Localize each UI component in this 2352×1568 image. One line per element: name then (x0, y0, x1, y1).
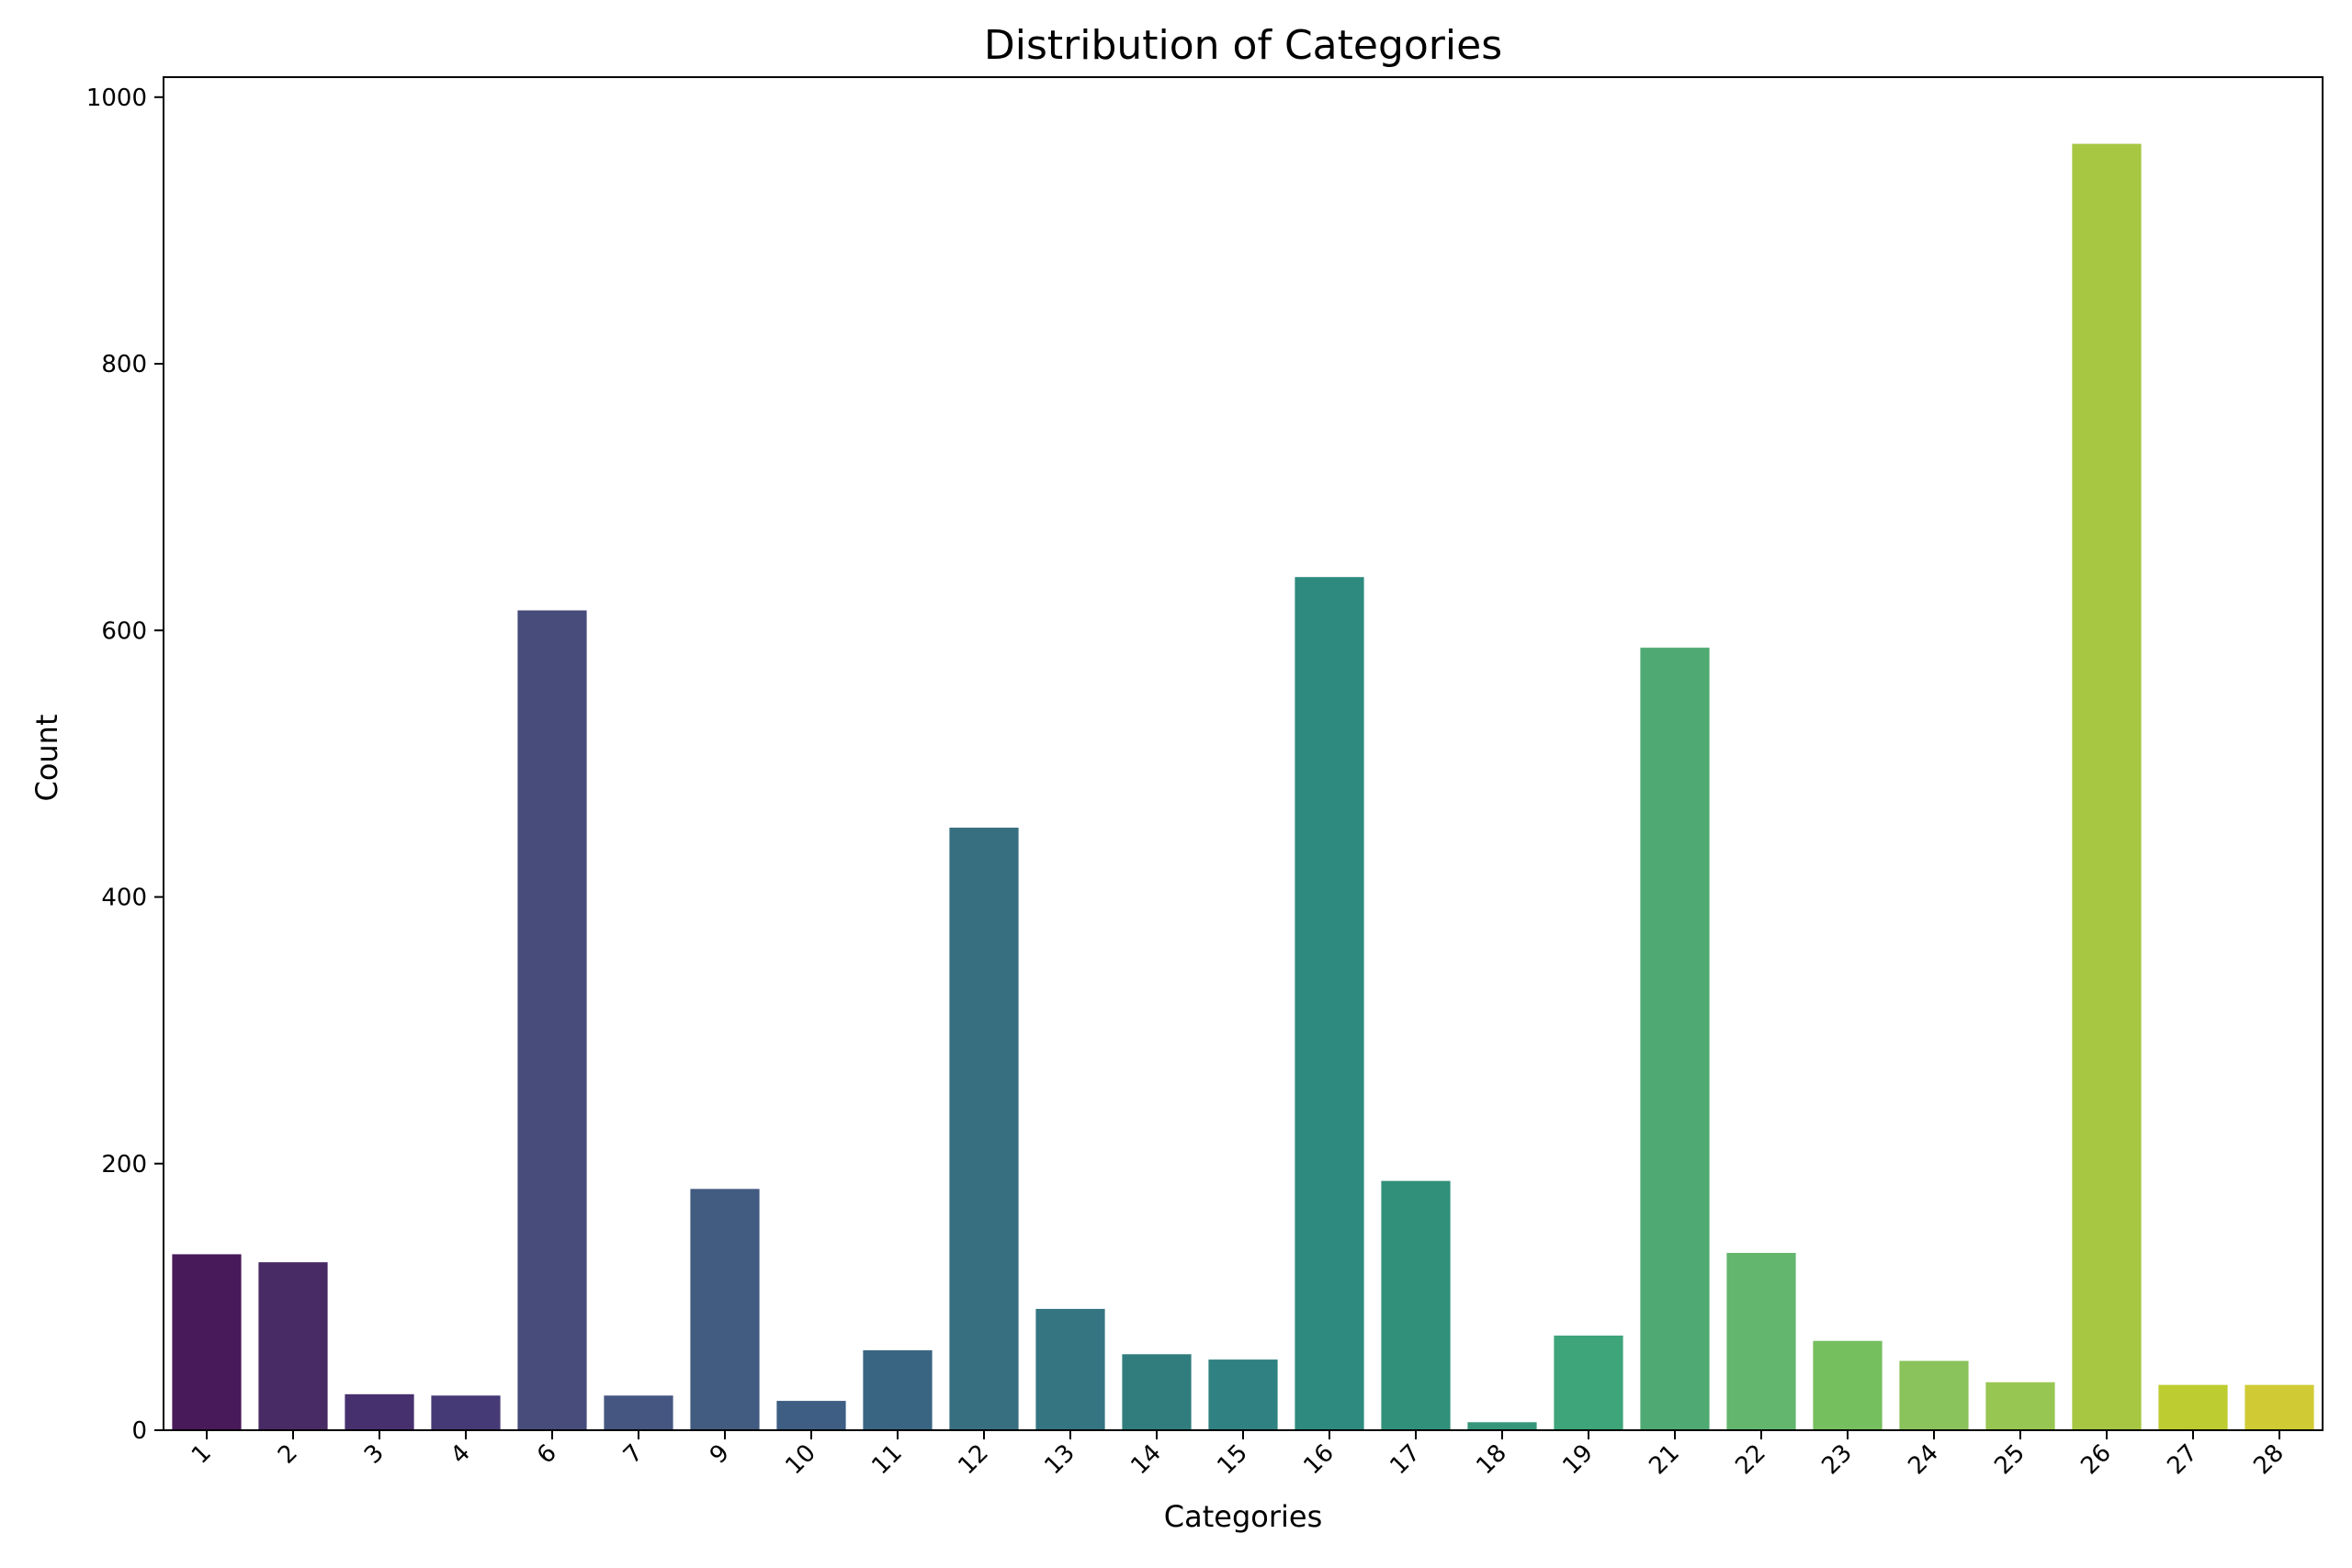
plot-frame (163, 76, 2324, 1431)
x-tick-label: 10 (780, 1439, 821, 1481)
bars (172, 143, 2314, 1431)
bar-27 (2158, 1384, 2228, 1430)
y-axis-ticks: 0 200 400 600 800 1000 (86, 85, 164, 1445)
bar-1 (172, 1254, 242, 1430)
x-tick-label: 18 (1471, 1439, 1512, 1481)
x-axis-label: Categories (1164, 1499, 1322, 1534)
bar-2 (258, 1262, 328, 1430)
bar-17 (1381, 1180, 1451, 1430)
x-tick-label: 19 (1557, 1439, 1599, 1481)
y-tick-label: 400 (101, 885, 147, 912)
bar-24 (1899, 1360, 1969, 1430)
y-axis-label: Count (29, 714, 64, 801)
x-tick-label: 24 (1903, 1439, 1944, 1481)
bar-23 (1813, 1340, 1883, 1430)
x-tick-label: 9 (705, 1439, 735, 1470)
x-tick-label: 3 (359, 1439, 390, 1470)
bar-7 (604, 1395, 673, 1430)
x-tick-label: 14 (1125, 1439, 1167, 1481)
bar-12 (949, 828, 1019, 1430)
bar-14 (1122, 1354, 1192, 1430)
x-tick-label: 28 (2248, 1439, 2290, 1481)
x-axis-ticks: 1 2 3 4 6 7 9 10 11 12 13 14 15 16 17 18 19 21 22 23 24 25 26 2… (187, 1430, 2290, 1480)
bar-22 (1726, 1252, 1796, 1430)
bar-10 (776, 1401, 846, 1430)
bar-18 (1467, 1422, 1537, 1430)
bar-6 (517, 610, 587, 1430)
bar-11 (863, 1349, 933, 1430)
y-tick-label: 1000 (86, 85, 147, 112)
x-tick-label: 2 (273, 1439, 303, 1470)
y-tick-label: 600 (101, 617, 147, 645)
bar-15 (1208, 1359, 1278, 1430)
x-tick-label: 21 (1644, 1439, 1685, 1481)
y-tick-label: 800 (101, 351, 147, 378)
bar-28 (2245, 1384, 2314, 1430)
bar-19 (1554, 1335, 1623, 1430)
x-tick-label: 11 (866, 1439, 908, 1481)
y-tick-label: 0 (131, 1417, 147, 1445)
x-tick-label: 4 (446, 1439, 476, 1470)
bar-9 (690, 1189, 760, 1430)
y-tick-label: 200 (101, 1151, 147, 1179)
x-tick-label: 22 (1730, 1439, 1771, 1481)
x-tick-label: 27 (2162, 1439, 2203, 1481)
bar-16 (1295, 577, 1364, 1430)
bar-25 (1985, 1382, 2055, 1430)
chart-title: Distribution of Categories (984, 22, 1502, 69)
x-tick-label: 17 (1385, 1439, 1426, 1481)
x-tick-label: 23 (1816, 1439, 1858, 1481)
x-tick-label: 7 (618, 1439, 649, 1470)
x-tick-label: 15 (1212, 1439, 1253, 1481)
x-tick-label: 1 (187, 1439, 217, 1470)
bar-4 (431, 1395, 501, 1430)
x-tick-label: 25 (1989, 1439, 2030, 1481)
bar-13 (1035, 1308, 1105, 1430)
bar-26 (2072, 143, 2142, 1431)
x-tick-label: 13 (1039, 1439, 1080, 1481)
bar-3 (345, 1393, 414, 1430)
bar-21 (1640, 648, 1710, 1430)
x-tick-label: 26 (2075, 1439, 2117, 1481)
x-tick-label: 16 (1298, 1439, 1340, 1481)
x-tick-label: 12 (953, 1439, 994, 1481)
x-tick-label: 6 (532, 1439, 562, 1470)
